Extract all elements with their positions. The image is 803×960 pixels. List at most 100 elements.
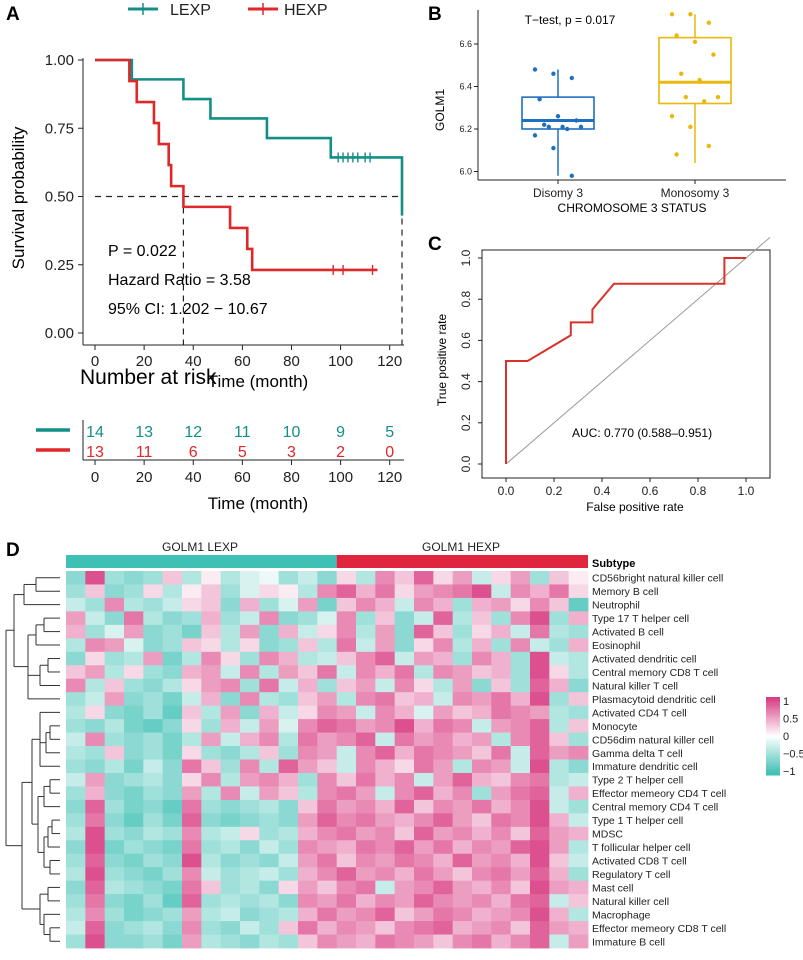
box-point (565, 126, 570, 132)
heatmap-cell (201, 826, 222, 841)
heatmap-cell (220, 611, 241, 626)
heatmap-row-label: Activated B cell (592, 627, 664, 639)
legend-gradient-step (766, 749, 780, 753)
heatmap-cell (259, 624, 280, 639)
heatmap-cell (182, 584, 202, 599)
heatmap-cell (317, 759, 338, 774)
heatmap-cell (259, 732, 280, 747)
heatmap-cell (336, 624, 357, 639)
heatmap-cell (472, 786, 492, 801)
heatmap-cell (472, 894, 492, 909)
heatmap-cell (85, 934, 106, 949)
heatmap-cell (472, 678, 492, 693)
heatmap-cell (201, 934, 222, 949)
heatmap-cell (433, 571, 454, 585)
box-point (669, 12, 675, 17)
heatmap-cell (491, 678, 512, 693)
heatmap-cell (375, 624, 396, 639)
heatmap-cell (356, 638, 376, 653)
heatmap-cell (356, 665, 376, 680)
heatmap-cell (568, 705, 589, 720)
heatmap-cell (201, 880, 222, 895)
heatmap-cell (66, 611, 86, 626)
heatmap-cell (298, 611, 318, 626)
heatmap-cell (375, 786, 396, 801)
heatmap-cell (201, 692, 222, 707)
heatmap-cell (162, 597, 183, 612)
heatmap-cell (298, 692, 318, 707)
heatmap-cell (452, 907, 473, 922)
heatmap-cell (452, 840, 473, 855)
heatmap-cell (491, 719, 512, 733)
heatmap-cell (124, 799, 144, 814)
heatmap-cell (66, 772, 86, 787)
heatmap-cell (259, 651, 280, 666)
heatmap-cell (104, 907, 125, 922)
heatmap-cell (433, 853, 454, 868)
risk-count-hexp: 11 (136, 444, 153, 461)
heatmap-cell (336, 867, 357, 882)
heatmap-cell (356, 907, 376, 922)
heatmap-cell (433, 705, 454, 720)
heatmap-cell (85, 584, 106, 599)
heatmap-cell (414, 692, 434, 707)
heatmap-cell (298, 880, 318, 895)
box-category-label: Monosomy 3 (661, 186, 730, 200)
heatmap-cell (356, 880, 376, 895)
heatmap-cell (414, 584, 434, 599)
legend-gradient-step (766, 769, 780, 772)
heatmap-cell (568, 678, 589, 693)
heatmap-cell (220, 746, 241, 760)
heatmap-cell (472, 826, 492, 841)
heatmap-cell (317, 692, 338, 707)
km-annotation-ci: 95% CI: 1.202 − 10.67 (108, 301, 268, 318)
heatmap-cell (472, 584, 492, 599)
heatmap-cell (298, 678, 318, 693)
heatmap-cell (104, 786, 125, 801)
heatmap-cell (510, 894, 531, 909)
heatmap-cell (375, 665, 396, 680)
heatmap-cell (452, 678, 473, 693)
heatmap-cell (568, 880, 589, 895)
heatmap-cell (162, 692, 183, 707)
heatmap-cell (66, 907, 86, 922)
heatmap-cell (259, 894, 280, 909)
heatmap-cell (394, 759, 415, 774)
heatmap-cell (124, 705, 144, 720)
heatmap-cell (530, 624, 550, 639)
heatmap-cell (240, 921, 260, 935)
heatmap-cell (124, 907, 144, 922)
roc-y-tick-label: 0.0 (459, 455, 473, 472)
heatmap-cell (452, 705, 473, 720)
heatmap-cell (530, 665, 550, 680)
box-point (574, 118, 579, 123)
panel-label-a: A (6, 4, 20, 25)
heatmap-cell (375, 907, 396, 922)
roc-x-tick-label: 1.0 (738, 484, 755, 498)
heatmap-cell (414, 894, 434, 909)
heatmap-cell (124, 867, 144, 882)
legend-gradient-step (766, 753, 780, 756)
heatmap-cell (549, 719, 570, 733)
box-rect-0 (521, 96, 595, 130)
heatmap-cell (162, 853, 183, 868)
heatmap-cell (414, 840, 434, 855)
heatmap-cell (336, 853, 357, 868)
heatmap-cell (182, 732, 202, 747)
heatmap-cell (298, 907, 318, 922)
heatmap-cell (491, 584, 512, 599)
heatmap-cell (278, 813, 299, 828)
heatmap-cell (568, 611, 589, 626)
heatmap-cell (124, 651, 144, 666)
heatmap-cell (472, 611, 492, 626)
heatmap-cell (356, 597, 376, 612)
heatmap-cell (549, 921, 570, 935)
heatmap-cell (104, 894, 125, 909)
heatmap-cell (220, 638, 241, 653)
legend-gradient-step (766, 739, 780, 743)
heatmap-row-label: Central memory CD4 T cell (592, 802, 718, 814)
heatmap-cell (433, 719, 454, 733)
panel-label-d: D (6, 540, 20, 561)
heatmap-cell (356, 651, 376, 666)
heatmap-cell (549, 611, 570, 626)
